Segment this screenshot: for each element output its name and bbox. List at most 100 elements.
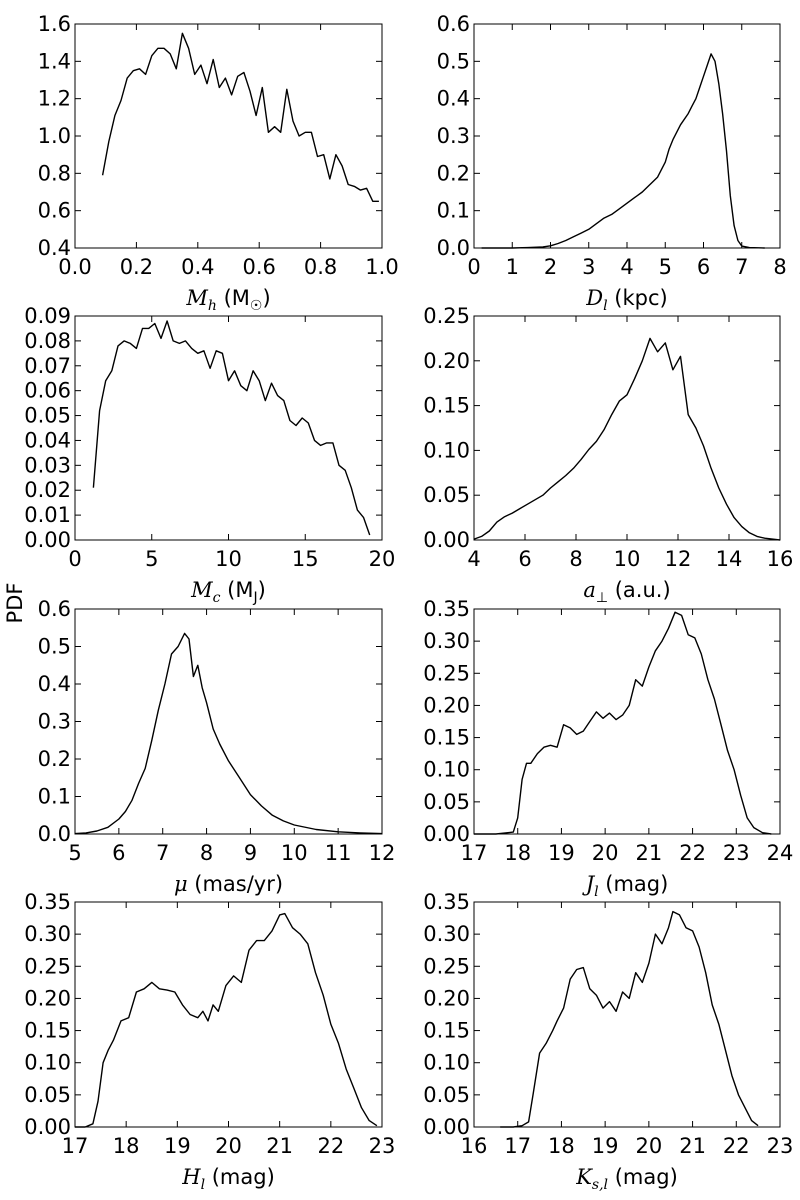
x-tick-label: 9 [244, 841, 257, 865]
x-tick-label: 4 [620, 255, 633, 279]
x-axis-label: μ (mas/yr) [174, 872, 283, 896]
x-tick-label: 18 [548, 1134, 575, 1158]
x-tick-label: 5 [659, 255, 672, 279]
y-tick-label: 0.3 [38, 710, 71, 734]
x-tick-label: 21 [266, 1134, 293, 1158]
y-tick-label: 0.00 [24, 528, 71, 552]
x-tick-label: 5 [145, 547, 158, 571]
x-tick-label: 14 [716, 547, 743, 571]
data-series-line [92, 320, 371, 536]
y-tick-label: 0.35 [423, 890, 470, 914]
x-axis-label: a⊥ (a.u.) [583, 578, 670, 606]
x-tick-label: 16 [461, 1134, 488, 1158]
y-tick-label: 0.05 [423, 483, 470, 507]
x-tick-label: 6 [697, 255, 710, 279]
subplot-4: 4 6 8 10 12 14 16 0.00 0.05 0.10 0.15 0.20 0.25 a⊥ (a… [423, 304, 793, 606]
y-tick-label: 0.35 [423, 597, 470, 621]
x-tick-label: 19 [164, 1134, 191, 1158]
data-series-line [473, 337, 781, 541]
x-tick-label: 0.0 [58, 255, 91, 279]
y-tick-label: 0.30 [423, 922, 470, 946]
y-tick-label: 0.30 [423, 629, 470, 653]
x-axis-label: Hl (mag) [181, 1165, 275, 1193]
y-tick-label: 0.4 [437, 87, 470, 111]
y-tick-label: 0.05 [423, 1083, 470, 1107]
plot-frame [74, 901, 383, 1128]
y-tick-label: 0.00 [24, 1115, 71, 1139]
y-tick-label: 0.15 [423, 394, 470, 418]
x-tick-label: 17 [504, 1134, 531, 1158]
x-tick-label: 17 [62, 1134, 89, 1158]
y-tick-label: 0.25 [423, 661, 470, 685]
subplot-grid: 0.0 0.2 0.4 0.6 0.8 1.0 0.4 0.6 0.8 1.0 1.2 1.4 1.6 M… [24, 12, 793, 1193]
y-tick-label: 0.35 [24, 890, 71, 914]
y-tick-label: 0.0 [437, 236, 470, 260]
x-tick-label: 10 [281, 841, 308, 865]
x-tick-label: 16 [767, 547, 794, 571]
x-tick-label: 22 [723, 1134, 750, 1158]
x-tick-label: 3 [582, 255, 595, 279]
y-tick-label: 0.05 [423, 790, 470, 814]
y-tick-label: 0.3 [437, 124, 470, 148]
x-tick-label: 15 [292, 547, 319, 571]
y-tick-label: 0.06 [24, 379, 71, 403]
y-tick-label: 1.4 [38, 49, 71, 73]
x-axis-label: Dl (kpc) [585, 286, 667, 314]
y-tick-label: 0.30 [24, 922, 71, 946]
y-tick-label: 0.00 [423, 822, 470, 846]
data-series-line [101, 32, 379, 203]
x-tick-label: 0.6 [242, 255, 275, 279]
y-tick-label: 0.10 [24, 1051, 71, 1075]
x-tick-label: 20 [592, 841, 619, 865]
y-tick-label: 1.6 [38, 12, 71, 36]
x-tick-label: 19 [548, 841, 575, 865]
x-tick-label: 2 [544, 255, 557, 279]
y-tick-label: 0.03 [24, 453, 71, 477]
y-tick-label: 0.05 [24, 1083, 71, 1107]
x-tick-label: 20 [369, 547, 396, 571]
y-tick-label: 0.05 [24, 404, 71, 428]
x-tick-label: 6 [518, 547, 531, 571]
y-tick-label: 0.2 [437, 161, 470, 185]
y-tick-label: 0.0 [38, 822, 71, 846]
x-tick-label: 12 [665, 547, 692, 571]
y-tick-label: 0.08 [24, 329, 71, 353]
subplot-1: 0.0 0.2 0.4 0.6 0.8 1.0 0.4 0.6 0.8 1.0 1.2 1.4 1.6 M… [38, 12, 399, 314]
plot-frame [74, 608, 383, 835]
y-tick-label: 0.20 [423, 986, 470, 1010]
data-series-line [481, 53, 765, 249]
y-tick-label: 0.00 [423, 1115, 470, 1139]
x-axis-label: Mc (MJ) [190, 578, 266, 606]
x-tick-label: 10 [614, 547, 641, 571]
x-tick-label: 18 [113, 1134, 140, 1158]
plot-frame [473, 23, 781, 249]
y-tick-label: 0.20 [423, 349, 470, 373]
x-tick-label: 20 [215, 1134, 242, 1158]
x-tick-label: 8 [200, 841, 213, 865]
y-tick-label: 0.10 [423, 758, 470, 782]
subplot-7: 17 18 19 20 21 22 23 0.00 0.05 0.10 0.15 0.20 0.25 0.… [24, 890, 395, 1193]
y-tick-label: 1.0 [38, 124, 71, 148]
y-tick-label: 0.1 [437, 199, 470, 223]
plot-frame [74, 315, 383, 541]
x-tick-label: 23 [369, 1134, 396, 1158]
y-tick-label: 0.09 [24, 304, 71, 328]
x-tick-label: 10 [215, 547, 242, 571]
y-tick-label: 0.10 [423, 1051, 470, 1075]
subplot-3: 0 5 10 15 20 0.000.010.020.030.040.050.060.07… [24, 304, 395, 606]
y-tick-label: 0.25 [24, 954, 71, 978]
plot-frame [473, 901, 781, 1128]
x-tick-label: 19 [592, 1134, 619, 1158]
y-tick-label: 0.07 [24, 354, 71, 378]
x-tick-label: 6 [112, 841, 125, 865]
x-tick-label: 22 [317, 1134, 344, 1158]
x-tick-label: 8 [773, 255, 786, 279]
shared-y-axis-label: PDF [3, 583, 27, 624]
subplot-2: 0 1 2 3 4 5 6 7 8 0.0 0.1 0.2 0.3 0.4 0.5 0.6 Dl (kpc) [437, 12, 787, 314]
x-tick-label: 12 [369, 841, 396, 865]
y-tick-label: 0.04 [24, 428, 71, 452]
subplot-6: 17 18 19 20 21 22 23 24 0.00 0.05 0.10 0.15 0.20 0.25… [423, 597, 793, 900]
y-tick-label: 0.6 [38, 597, 71, 621]
y-tick-label: 0.4 [38, 236, 71, 260]
